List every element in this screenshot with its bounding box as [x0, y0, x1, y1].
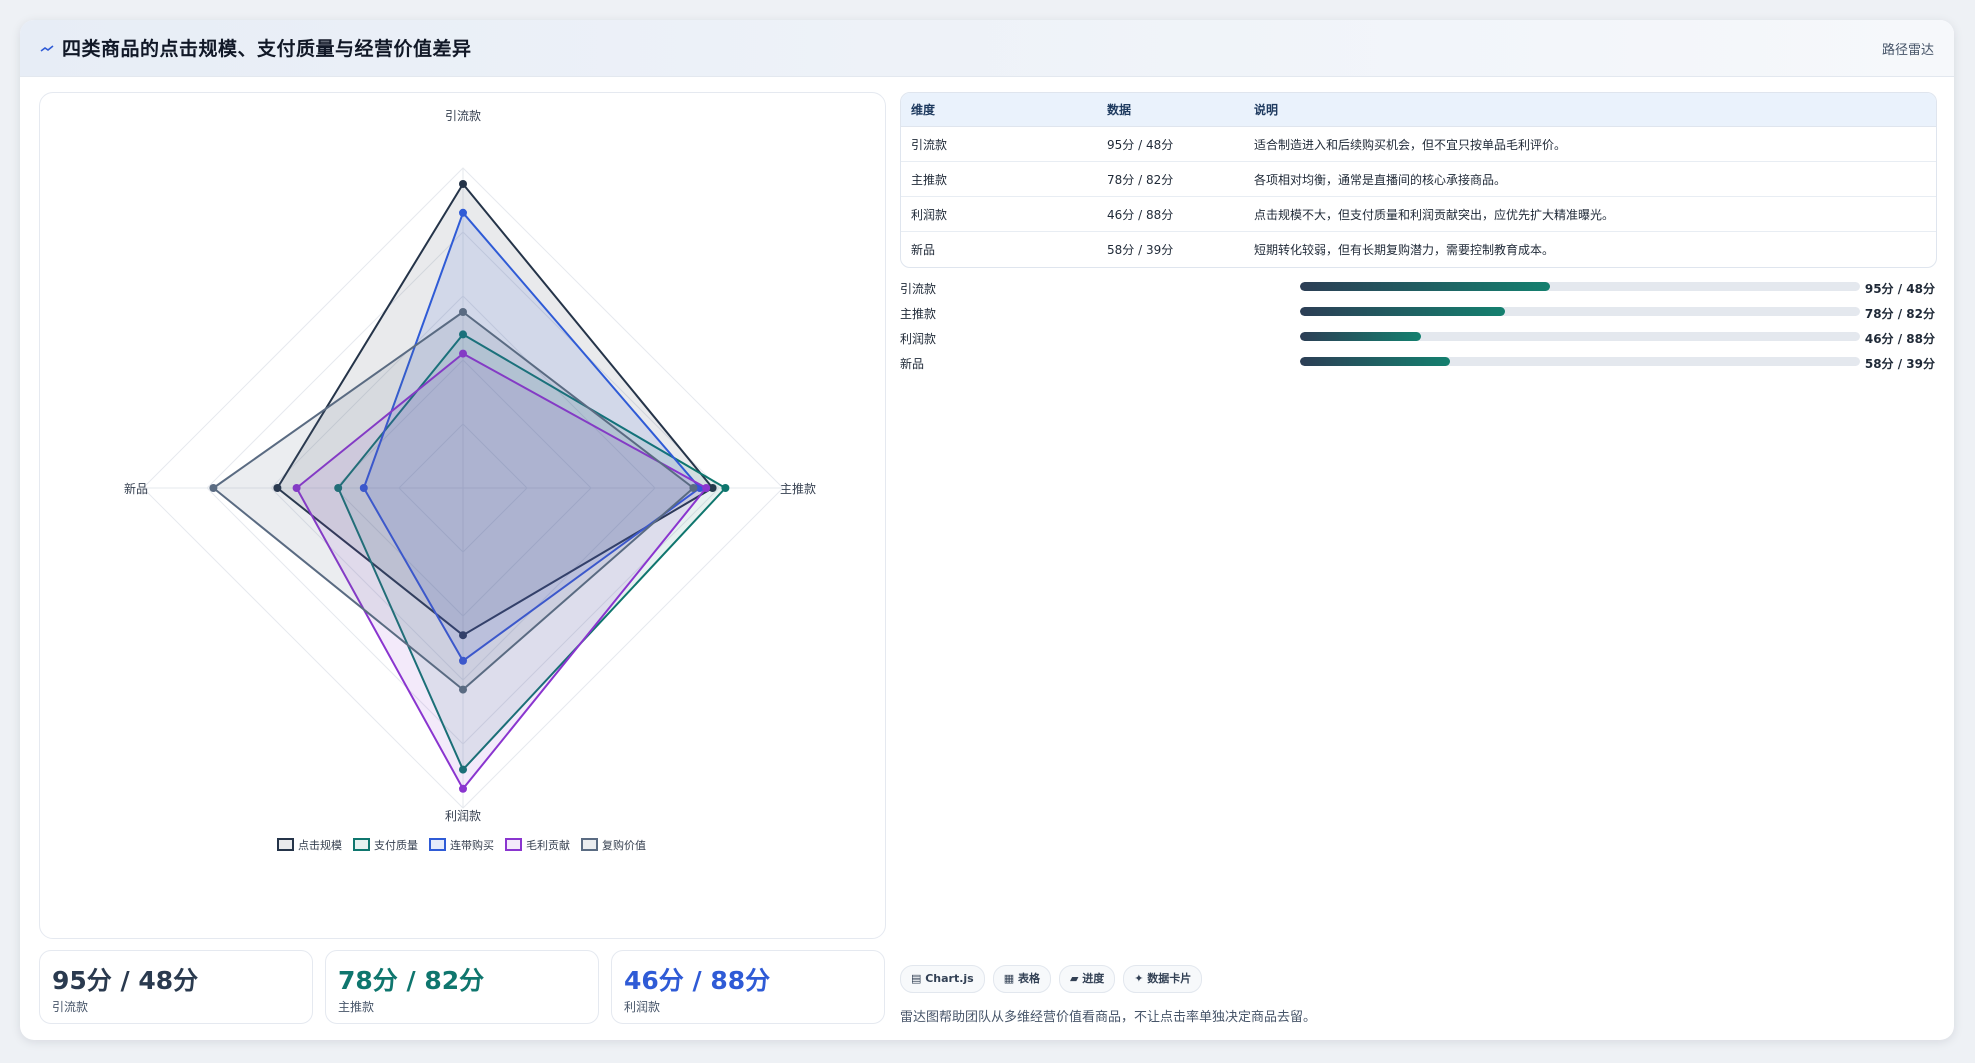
table-header-row: 维度 数据 说明 — [901, 93, 1936, 127]
radar-axis-label: 利润款 — [445, 809, 481, 823]
table-cell: 点击规模不大，但支付质量和利润贡献突出，应优先扩大精准曝光。 — [1244, 196, 1936, 232]
radar-data-point — [459, 180, 467, 188]
chip-progress[interactable]: ▰ 进度 — [1058, 965, 1116, 993]
stat-value: 95分 / 48分 — [52, 966, 199, 995]
legend-swatch — [429, 838, 446, 851]
stat-label: 引流款 — [52, 1000, 89, 1014]
progress-label: 主推款 — [900, 307, 937, 321]
table-cell: 78分 / 82分 — [1097, 161, 1244, 197]
progress-row: 引流款 95分 / 48分 — [900, 276, 1935, 301]
radar-data-point — [459, 765, 467, 774]
stat-value: 78分 / 82分 — [338, 966, 485, 995]
radar-chart-panel: 引流款主推款利润款 新品点击规模 支付质量 连带购买 毛利贡献 复购价值 — [39, 92, 886, 939]
stat-card: 78分 / 82分 主推款 — [325, 950, 599, 1024]
legend-swatch — [277, 838, 294, 851]
chip-data-card[interactable]: ✦ 数据卡片 — [1123, 965, 1203, 993]
radar-data-point — [459, 656, 467, 665]
stat-value: 46分 / 88分 — [624, 966, 771, 995]
radar-data-point — [292, 484, 301, 492]
legend-label: 点击规模 — [298, 838, 342, 852]
chip-table[interactable]: ▦ 表格 — [992, 965, 1051, 993]
column-header-dimension: 维度 — [901, 93, 1097, 127]
table-row: 利润款 46分 / 88分 点击规模不大，但支付质量和利润贡献突出，应优先扩大精… — [901, 196, 1936, 232]
radar-axis-label: 新品 — [124, 481, 148, 496]
radar-data-point — [702, 484, 711, 492]
progress-value: 95分 / 48分 — [1864, 282, 1935, 296]
legend-label: 支付质量 — [374, 839, 418, 852]
radar-data-point — [359, 484, 368, 492]
stat-label: 主推款 — [338, 1000, 375, 1014]
progress-fill — [1300, 332, 1421, 341]
radar-data-point — [708, 484, 717, 492]
footnote: 雷达图帮助团队从多维经营价值看商品，不让点击率单独决定商品去留。 — [900, 1010, 1317, 1025]
radar-data-point — [689, 484, 698, 492]
progress-track — [1300, 332, 1860, 341]
table-cell: 主推款 — [901, 161, 1097, 197]
table-cell: 各项相对均衡，通常是直播间的核心承接商品。 — [1244, 161, 1936, 197]
report-card: 四类商品的点击规模、支付质量与经营价值差异 路径雷达 引流款 主推款 利润款 新品 点击… — [20, 20, 1954, 1040]
progress-row: 利润款 46分 / 88分 — [900, 326, 1935, 351]
progress-value: 46分 / 88分 — [1864, 332, 1935, 346]
radar-data-point — [459, 330, 467, 339]
legend-swatch — [505, 838, 522, 851]
radar-axis-label: 主推款 — [780, 482, 816, 496]
legend-label: 复购价值 — [602, 838, 646, 852]
table-cell: 新品 — [911, 242, 936, 257]
table-row: 主推款 78分 / 82分 各项相对均衡，通常是直播间的核心承接商品。 — [901, 161, 1936, 197]
progress-track — [1300, 282, 1860, 291]
radar-data-point — [721, 484, 730, 492]
progress-label: 新品 — [900, 357, 925, 371]
feature-chips: ▤ Chart.js ▦ 表格 ▰ 进度 ✦ 数据卡片 — [900, 965, 1210, 993]
radar-data-point — [459, 784, 467, 793]
radar-data-point — [459, 631, 467, 640]
table-cell: 利润款 — [901, 196, 1097, 232]
stat-card: 95分 / 48分 引流款 — [39, 950, 313, 1024]
table-cell: 适合制造进入和后续购买机会，但不宜只按单品毛利评价。 — [1244, 126, 1936, 162]
radar-data-point — [209, 484, 218, 492]
progress-value: 78分 / 82分 — [1864, 307, 1935, 321]
radar-data-point — [459, 208, 467, 217]
trend-icon — [40, 45, 54, 52]
legend-swatch — [353, 838, 370, 851]
progress-label: 利润款 — [900, 332, 937, 346]
table-row: 引流款 95分 / 48分 适合制造进入和后续购买机会，但不宜只按单品毛利评价。 — [901, 126, 1936, 162]
stat-label: 利润款 — [624, 1000, 661, 1014]
progress-track — [1300, 357, 1860, 366]
chip-chartjs[interactable]: ▤ Chart.js — [900, 965, 985, 993]
radar-series-polygon — [212, 311, 695, 691]
progress-list: 引流款 95分 / 48分 主推款 78分 / 82分 利润款 46分 / 88… — [900, 276, 1935, 376]
table-cell: 46分 / 88分 — [1097, 196, 1244, 232]
table-cell: 58分 / 39分 — [1107, 242, 1174, 257]
progress-label: 引流款 — [900, 282, 937, 296]
chart-type-tag: 路径雷达 — [1881, 43, 1934, 58]
radar-data-point — [273, 484, 282, 492]
table-cell: 95分 / 48分 — [1097, 126, 1244, 162]
progress-value: 58分 / 39分 — [1864, 357, 1935, 371]
progress-fill — [1300, 307, 1505, 316]
column-header-data: 数据 — [1097, 93, 1244, 127]
table-row: 新品 58分 / 39分 短期转化较弱，但有长期复购潜力，需要控制教育成本。 — [901, 232, 1936, 267]
progress-fill — [1300, 357, 1451, 366]
radar-axis-label: 引流款 — [445, 109, 481, 123]
legend-swatch — [581, 838, 598, 851]
legend-label: 连带购买 — [450, 838, 494, 852]
radar-data-point — [459, 349, 467, 358]
progress-fill — [1300, 282, 1551, 291]
column-header-description: 说明 — [1244, 93, 1936, 127]
data-table: 维度 数据 说明 引流款 95分 / 48分 适合制造进入和后续购买机会，但不宜… — [900, 92, 1937, 268]
legend-label: 毛利贡献 — [526, 838, 570, 852]
card-header: 四类商品的点击规模、支付质量与经营价值差异 路径雷达 — [20, 20, 1954, 77]
progress-track — [1300, 307, 1860, 316]
progress-row: 新品 58分 / 39分 — [900, 351, 1935, 376]
progress-row: 主推款 78分 / 82分 — [900, 301, 1935, 326]
table-cell: 短期转化较弱，但有长期复购潜力，需要控制教育成本。 — [1254, 242, 1555, 257]
radar-data-point — [459, 685, 467, 694]
radar-data-point — [459, 308, 467, 316]
radar-data-point — [334, 484, 343, 492]
stat-card: 46分 / 88分 利润款 — [611, 950, 885, 1024]
page-title: 四类商品的点击规模、支付质量与经营价值差异 — [62, 38, 472, 60]
table-cell: 引流款 — [901, 126, 1097, 162]
